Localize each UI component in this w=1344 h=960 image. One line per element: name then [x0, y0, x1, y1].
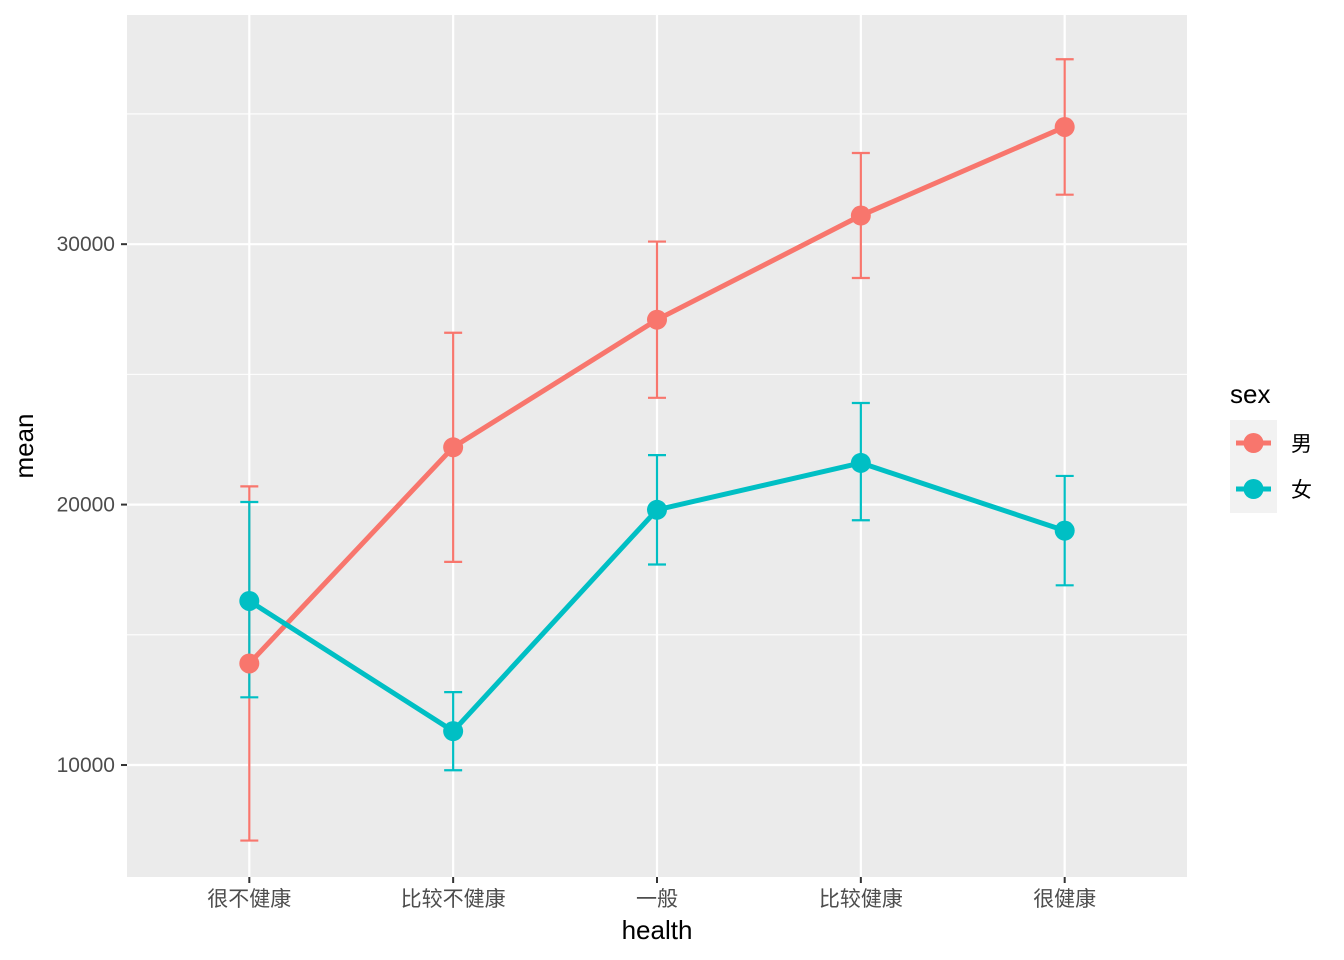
data-point — [850, 205, 871, 226]
legend-key-point — [1243, 479, 1264, 499]
data-point — [1054, 520, 1075, 541]
data-point — [239, 653, 260, 674]
x-axis: 很不健康 比较不健康 一般 比较健康 很健康 — [207, 877, 1096, 911]
y-tick-label: 10000 — [57, 754, 115, 777]
data-point — [850, 452, 871, 473]
y-tick-label: 20000 — [57, 494, 115, 517]
y-axis-title: mean — [9, 413, 39, 478]
x-axis-title: health — [622, 915, 693, 945]
legend-keys: 男女 — [1230, 420, 1312, 513]
x-tick-label: 比较不健康 — [401, 888, 506, 911]
series-layer — [239, 58, 1075, 842]
data-point — [239, 590, 260, 611]
data-point — [443, 437, 464, 458]
legend-label: 女 — [1291, 479, 1312, 502]
data-point — [443, 721, 464, 742]
y-axis: 10000 20000 30000 — [57, 233, 127, 777]
y-tick-label: 30000 — [57, 233, 115, 256]
legend: sex 男女 — [1230, 379, 1312, 513]
data-point — [647, 309, 667, 330]
data-point — [647, 499, 667, 520]
legend-label: 男 — [1291, 433, 1312, 456]
legend-key-point — [1243, 433, 1264, 453]
x-tick-label: 一般 — [636, 888, 678, 911]
x-tick-label: 很不健康 — [207, 888, 291, 911]
legend-title: sex — [1230, 379, 1270, 409]
data-point — [1054, 116, 1075, 137]
x-tick-label: 比较健康 — [819, 888, 903, 911]
x-tick-label: 很健康 — [1033, 888, 1096, 911]
